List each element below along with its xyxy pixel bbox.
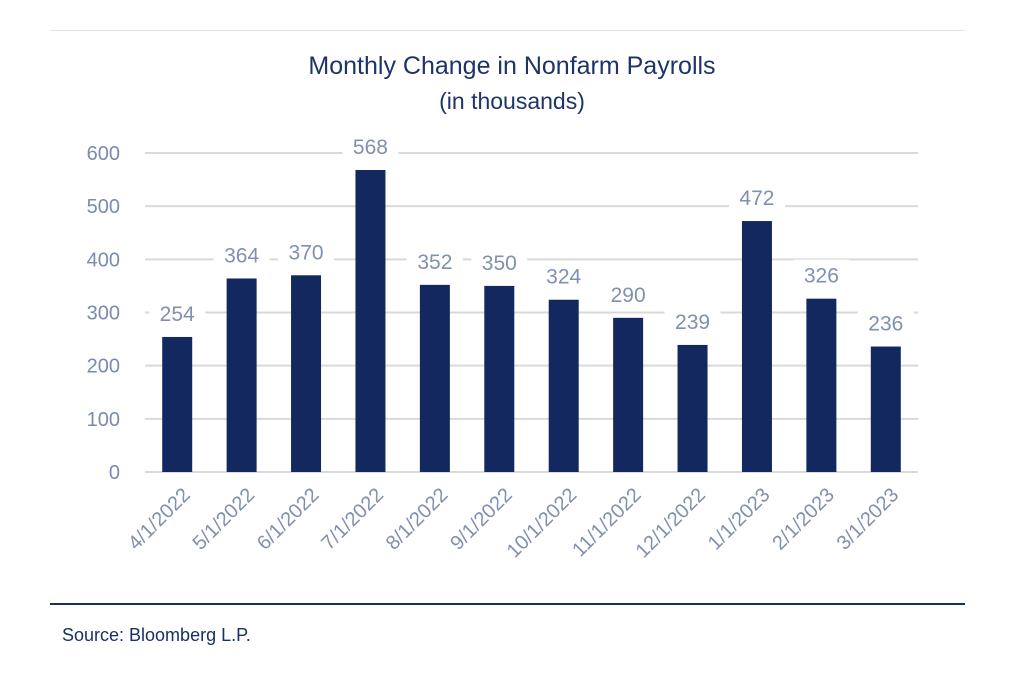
x-axis-labels: 4/1/20225/1/20226/1/20227/1/20228/1/2022… [124, 484, 903, 562]
bar-7/1/2022 [355, 170, 386, 472]
data-label: 350 [482, 252, 517, 275]
bar-6/1/2022 [291, 275, 322, 472]
bar-5/1/2022 [226, 278, 257, 472]
data-label-background [278, 236, 335, 267]
data-label: 290 [611, 284, 646, 307]
data-label-background [149, 297, 206, 328]
bar-8/1/2022 [419, 284, 450, 472]
bar-4/1/2022 [162, 336, 193, 472]
bar-chart: 0 100 200 300 400 500 600 254 364 370 568 352 350 32… [86, 131, 918, 563]
x-tick-label: 5/1/2022 [189, 484, 260, 555]
bar-11/1/2022 [613, 317, 644, 472]
y-tick-label: 100 [87, 409, 120, 431]
x-tick-label: 12/1/2022 [632, 484, 710, 562]
data-label-background [342, 131, 399, 162]
y-tick-label: 400 [87, 249, 120, 271]
x-tick-label: 3/1/2023 [833, 484, 904, 555]
data-label-background [213, 239, 270, 270]
data-label-background [535, 260, 592, 291]
x-tick-label: 4/1/2022 [124, 484, 195, 555]
data-labels: 254 364 370 568 352 350 324 290 239 472 326 236 [149, 131, 914, 338]
bar-9/1/2022 [484, 285, 515, 472]
x-tick-label: 6/1/2022 [253, 484, 324, 555]
top-divider [50, 30, 965, 31]
x-tick-label: 1/1/2023 [704, 484, 775, 555]
data-label: 324 [546, 266, 581, 289]
bar-2/1/2023 [806, 298, 837, 472]
y-tick-label: 500 [87, 196, 120, 218]
x-tick-label: 10/1/2022 [503, 484, 581, 562]
y-tick-label: 200 [87, 356, 120, 378]
bar-3/1/2023 [870, 346, 901, 472]
data-label: 352 [417, 251, 452, 274]
x-tick-label: 7/1/2022 [317, 484, 388, 555]
data-label-background [793, 259, 850, 290]
data-label: 236 [868, 313, 903, 336]
data-label: 370 [289, 241, 324, 264]
chart-subtitle: (in thousands) [439, 88, 585, 114]
x-tick-label: 8/1/2022 [382, 484, 453, 555]
data-label: 568 [353, 136, 388, 159]
y-tick-label: 300 [87, 303, 120, 325]
data-label: 326 [804, 265, 839, 288]
bars [162, 170, 901, 472]
y-tick-label: 0 [109, 462, 120, 484]
gridlines [145, 152, 918, 473]
data-label: 472 [739, 187, 774, 210]
bar-1/1/2023 [741, 221, 772, 472]
data-label-background [857, 307, 914, 338]
bar-12/1/2022 [677, 344, 708, 472]
y-tick-label: 600 [87, 143, 120, 165]
data-label-background [406, 245, 463, 276]
y-axis-ticks: 0 100 200 300 400 500 600 [87, 143, 120, 484]
data-label-background [600, 278, 657, 309]
bottom-divider [50, 603, 965, 605]
data-label-background [471, 246, 528, 277]
x-tick-label: 2/1/2023 [768, 484, 839, 555]
data-label: 364 [224, 244, 259, 267]
data-label: 254 [160, 303, 195, 326]
data-label-background [728, 182, 785, 213]
chart-title: Monthly Change in Nonfarm Payrolls [308, 52, 716, 80]
data-label-background [664, 305, 721, 336]
data-label: 239 [675, 311, 710, 334]
source-note: Source: Bloomberg L.P. [62, 625, 251, 645]
bar-10/1/2022 [548, 299, 579, 472]
